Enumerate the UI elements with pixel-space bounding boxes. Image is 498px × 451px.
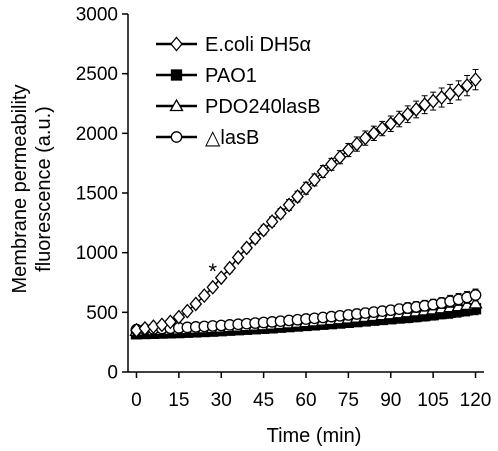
data-point (409, 101, 423, 117)
legend-entry-3: △lasB (156, 127, 259, 149)
legend-marker (170, 36, 183, 52)
legend-label: E.coli DH5α (205, 34, 311, 56)
data-point (257, 222, 270, 238)
data-point (248, 230, 262, 246)
data-point (325, 156, 338, 172)
data-point (282, 197, 296, 213)
data-point (358, 130, 372, 146)
x-tick-label: 120 (460, 390, 492, 411)
legend-marker (170, 131, 183, 143)
data-point (460, 78, 474, 94)
data-point (452, 82, 465, 98)
data-point (316, 164, 330, 180)
y-tick-label: 1000 (76, 243, 118, 264)
x-tick-label: 105 (417, 390, 449, 411)
x-tick-label: 45 (253, 390, 274, 411)
data-point (350, 136, 364, 152)
series-0 (130, 68, 482, 338)
data-point (189, 296, 203, 312)
x-tick-label: 15 (168, 390, 189, 411)
data-point (223, 260, 237, 276)
data-point (367, 125, 381, 141)
legend-label: △lasB (205, 127, 259, 149)
y-tick-label: 2000 (76, 124, 118, 145)
x-tick-label: 90 (380, 390, 401, 411)
legend-label: PDO240lasB (205, 96, 321, 118)
legend-marker (169, 98, 184, 112)
data-point (342, 142, 355, 158)
data-point (164, 314, 177, 330)
plot-area: 0 500 1000 1500 2000 2500 3000 0 15 30 45 60 75 90 105… (76, 5, 492, 412)
data-point (265, 214, 279, 230)
y-axis-title-line-2: fluorescence (a.u.) (33, 106, 55, 272)
data-point (214, 270, 228, 286)
data-point (231, 249, 245, 265)
x-tick-label: 60 (295, 390, 316, 411)
data-point (206, 279, 220, 295)
data-point (375, 121, 389, 137)
data-point (172, 309, 186, 325)
data-point (299, 180, 313, 196)
data-point (469, 72, 482, 88)
y-axis-title-line-1: Membrane permeability (9, 85, 31, 294)
data-point (401, 106, 415, 122)
data-point (291, 189, 304, 205)
data-point (468, 296, 483, 309)
data-point (240, 240, 254, 256)
data-point (392, 111, 406, 127)
significance-annotation: * (208, 259, 217, 284)
data-point (274, 205, 287, 221)
data-point (333, 149, 347, 165)
y-tick-label: 0 (107, 363, 118, 384)
data-point (384, 116, 398, 132)
y-tick-label: 500 (86, 303, 118, 324)
x-tick-label: 30 (211, 390, 232, 411)
legend-entry-0: E.coli DH5α (156, 34, 311, 56)
legend: E.coli DH5α PAO1 PDO240lasB △lasB (156, 34, 321, 149)
x-tick-label: 0 (131, 390, 142, 411)
data-point (197, 288, 211, 304)
y-tick-label: 3000 (76, 5, 118, 26)
data-point (308, 172, 321, 188)
data-point (180, 303, 194, 319)
legend-marker (170, 69, 183, 81)
x-tick-label: 75 (338, 390, 359, 411)
data-point (469, 289, 482, 301)
legend-entry-2: PDO240lasB (156, 96, 321, 118)
legend-label: PAO1 (205, 65, 257, 87)
legend-entry-1: PAO1 (156, 65, 257, 87)
x-axis-title: Time (min) (267, 425, 362, 447)
y-tick-label: 1500 (76, 184, 118, 205)
y-tick-label: 2500 (76, 64, 118, 85)
